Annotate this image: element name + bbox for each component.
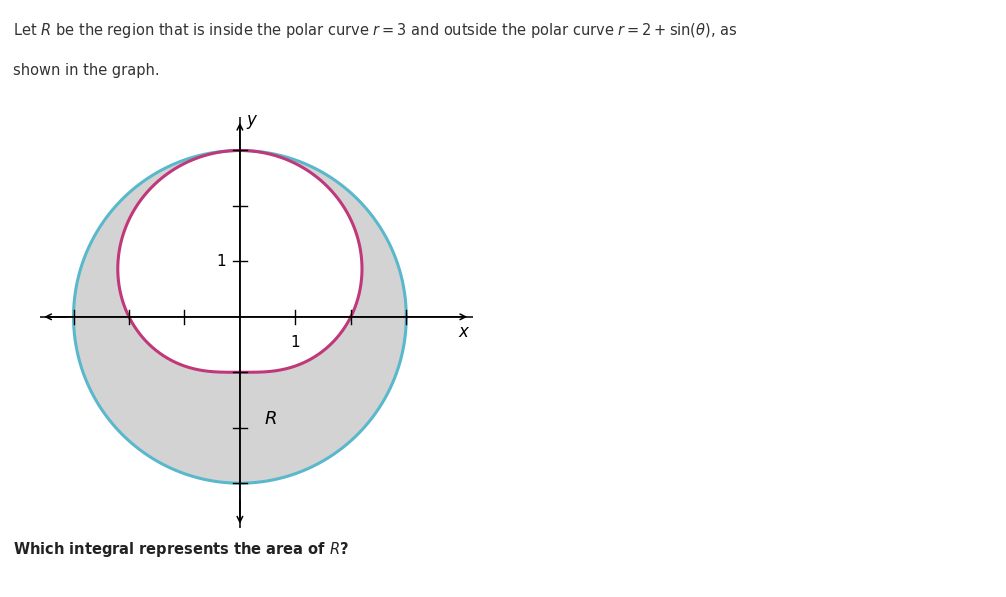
- Text: shown in the graph.: shown in the graph.: [13, 63, 160, 78]
- Text: Which integral represents the area of $R$?: Which integral represents the area of $R…: [13, 540, 349, 559]
- Text: $y$: $y$: [245, 113, 259, 131]
- Polygon shape: [73, 150, 406, 483]
- Text: Let $R$ be the region that is inside the polar curve $r = 3$ and outside the pol: Let $R$ be the region that is inside the…: [13, 21, 737, 40]
- Text: 1: 1: [291, 334, 300, 350]
- Text: $x$: $x$: [459, 324, 471, 341]
- Polygon shape: [118, 150, 362, 373]
- Text: $R$: $R$: [264, 410, 277, 429]
- Text: 1: 1: [216, 254, 226, 269]
